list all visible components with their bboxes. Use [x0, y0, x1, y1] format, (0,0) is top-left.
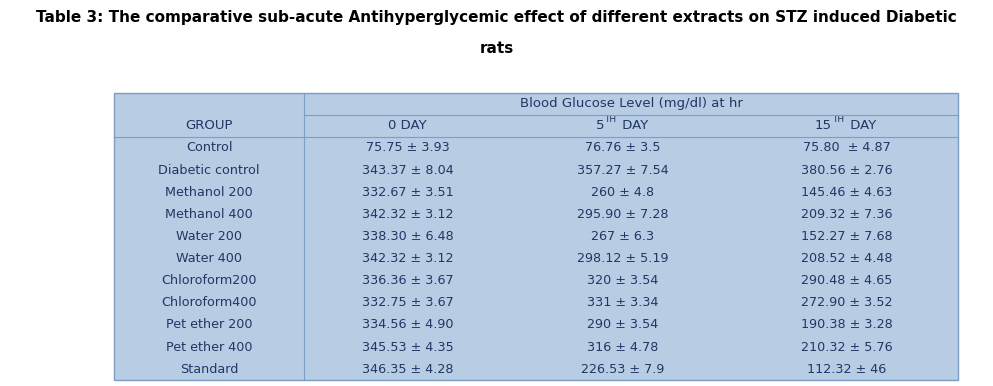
Text: 316 ± 4.78: 316 ± 4.78	[587, 340, 658, 354]
Text: 334.56 ± 4.90: 334.56 ± 4.90	[361, 318, 453, 332]
Text: 331 ± 3.34: 331 ± 3.34	[587, 296, 658, 309]
Text: Water 400: Water 400	[176, 252, 242, 265]
Text: 5TH DAY: 5TH DAY	[595, 119, 651, 132]
Text: 342.32 ± 3.12: 342.32 ± 3.12	[361, 208, 453, 221]
Text: 272.90 ± 3.52: 272.90 ± 3.52	[800, 296, 892, 309]
Bar	[114, 93, 958, 380]
Text: 298.12 ± 5.19: 298.12 ± 5.19	[577, 252, 668, 265]
Text: GROUP: GROUP	[186, 119, 233, 132]
Text: 332.75 ± 3.67: 332.75 ± 3.67	[361, 296, 454, 309]
Text: 345.53 ± 4.35: 345.53 ± 4.35	[361, 340, 454, 354]
Text: 342.32 ± 3.12: 342.32 ± 3.12	[361, 252, 453, 265]
Text: 336.36 ± 3.67: 336.36 ± 3.67	[361, 274, 454, 287]
Text: TH: TH	[832, 115, 844, 124]
Text: 290.48 ± 4.65: 290.48 ± 4.65	[800, 274, 892, 287]
Text: Pet ether 400: Pet ether 400	[166, 340, 252, 354]
Text: Chloroform400: Chloroform400	[162, 296, 257, 309]
Text: 209.32 ± 7.36: 209.32 ± 7.36	[800, 208, 892, 221]
Text: Methanol 400: Methanol 400	[165, 208, 253, 221]
Text: 76.76 ± 3.5: 76.76 ± 3.5	[585, 141, 660, 154]
Text: 5: 5	[596, 119, 604, 132]
Text: 190.38 ± 3.28: 190.38 ± 3.28	[800, 318, 893, 332]
Text: DAY: DAY	[846, 119, 876, 132]
Text: TH: TH	[605, 115, 617, 124]
Text: Control: Control	[186, 141, 232, 154]
Text: 210.32 ± 5.76: 210.32 ± 5.76	[800, 340, 893, 354]
Text: 267 ± 6.3: 267 ± 6.3	[591, 230, 654, 243]
Text: 15: 15	[815, 119, 832, 132]
Text: Diabetic control: Diabetic control	[159, 164, 260, 176]
Text: Table 3: The comparative sub-acute Antihyperglycemic effect of different extract: Table 3: The comparative sub-acute Antih…	[36, 10, 957, 25]
Text: 357.27 ± 7.54: 357.27 ± 7.54	[577, 164, 668, 176]
Text: 208.52 ± 4.48: 208.52 ± 4.48	[800, 252, 892, 265]
Bar	[114, 93, 958, 380]
Text: 260 ± 4.8: 260 ± 4.8	[591, 186, 654, 199]
Text: 112.32 ± 46: 112.32 ± 46	[806, 363, 886, 376]
Text: 15TH DAY: 15TH DAY	[814, 119, 879, 132]
Text: Chloroform200: Chloroform200	[162, 274, 257, 287]
Text: 152.27 ± 7.68: 152.27 ± 7.68	[800, 230, 893, 243]
Text: Water 200: Water 200	[176, 230, 242, 243]
Text: 75.75 ± 3.93: 75.75 ± 3.93	[365, 141, 450, 154]
Text: 343.37 ± 8.04: 343.37 ± 8.04	[361, 164, 454, 176]
Text: Methanol 200: Methanol 200	[165, 186, 253, 199]
Text: 226.53 ± 7.9: 226.53 ± 7.9	[581, 363, 664, 376]
Text: 0 DAY: 0 DAY	[388, 119, 427, 132]
Text: 338.30 ± 6.48: 338.30 ± 6.48	[361, 230, 454, 243]
Text: Standard: Standard	[180, 363, 238, 376]
Text: DAY: DAY	[619, 119, 648, 132]
Text: 346.35 ± 4.28: 346.35 ± 4.28	[361, 363, 453, 376]
Text: 332.67 ± 3.51: 332.67 ± 3.51	[361, 186, 454, 199]
Text: 320 ± 3.54: 320 ± 3.54	[587, 274, 658, 287]
Text: 295.90 ± 7.28: 295.90 ± 7.28	[577, 208, 668, 221]
Text: 75.80  ± 4.87: 75.80 ± 4.87	[802, 141, 891, 154]
Text: 290 ± 3.54: 290 ± 3.54	[587, 318, 658, 332]
Text: rats: rats	[480, 41, 513, 56]
Text: 145.46 ± 4.63: 145.46 ± 4.63	[800, 186, 892, 199]
Text: 380.56 ± 2.76: 380.56 ± 2.76	[800, 164, 893, 176]
Text: Blood Glucose Level (mg/dl) at hr: Blood Glucose Level (mg/dl) at hr	[519, 97, 743, 110]
Text: Pet ether 200: Pet ether 200	[166, 318, 252, 332]
